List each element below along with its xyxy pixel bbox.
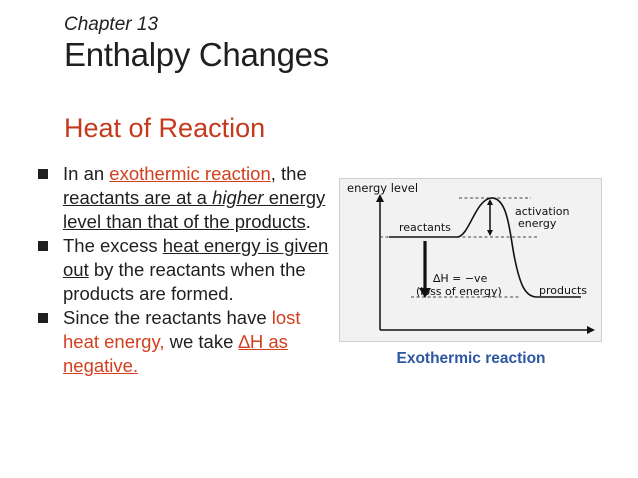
y-axis-label: energy level (347, 181, 418, 195)
bullet-item-negative: Since the reactants have lost heat energ… (36, 306, 336, 378)
energy-label: energy (518, 217, 557, 230)
bullet-highlight: exothermic reaction (109, 163, 271, 184)
bullet-highlight: lost heat energy, (63, 307, 301, 352)
bullet-text: , the (270, 163, 307, 184)
bullet-text: reactants are at a (63, 187, 213, 208)
bullet-text: Since the reactants have (63, 307, 272, 328)
diagram-caption: Exothermic reaction (396, 350, 546, 367)
square-bullet-icon (38, 169, 48, 179)
bullet-text: In an (63, 163, 110, 184)
products-label: products (539, 284, 587, 297)
square-bullet-icon (38, 241, 48, 251)
page-title: Enthalpy Changes (64, 36, 329, 73)
energy-curve (389, 197, 581, 298)
diagram-background (339, 178, 602, 342)
energy-profile-diagram: energy level reactants activation energy… (339, 178, 602, 342)
square-bullet-icon (38, 313, 48, 323)
loss-of-energy-label: (loss of energy) (416, 285, 502, 298)
bullet-item-heat: The excess heat energy is given out by t… (36, 234, 336, 306)
bullet-text: energy level than that of the products (63, 187, 326, 232)
bullet-list: In an exothermic reaction, the reactants… (36, 162, 336, 378)
reactants-label: reactants (399, 221, 451, 234)
bullet-highlight: ∆H as negative. (63, 331, 288, 376)
chapter-label: Chapter 13 (64, 14, 159, 35)
bullet-text: The excess (63, 235, 163, 256)
delta-h-label: ∆H = −ve (432, 272, 488, 285)
activation-label: activation (515, 205, 570, 218)
bullet-emphasis: higher (212, 187, 264, 208)
bullet-underlined: heat energy is given out (63, 235, 329, 280)
bullet-text: we take (164, 331, 239, 352)
delta-h-arrowhead (419, 288, 431, 298)
section-heading: Heat of Reaction (64, 113, 266, 143)
bullet-underlined: reactants are at a higher energy level t… (63, 187, 325, 232)
bullet-item-exothermic: In an exothermic reaction, the reactants… (36, 162, 336, 234)
bullet-text: by the reactants when the products are f… (63, 259, 306, 304)
bullet-text: . (305, 211, 311, 232)
